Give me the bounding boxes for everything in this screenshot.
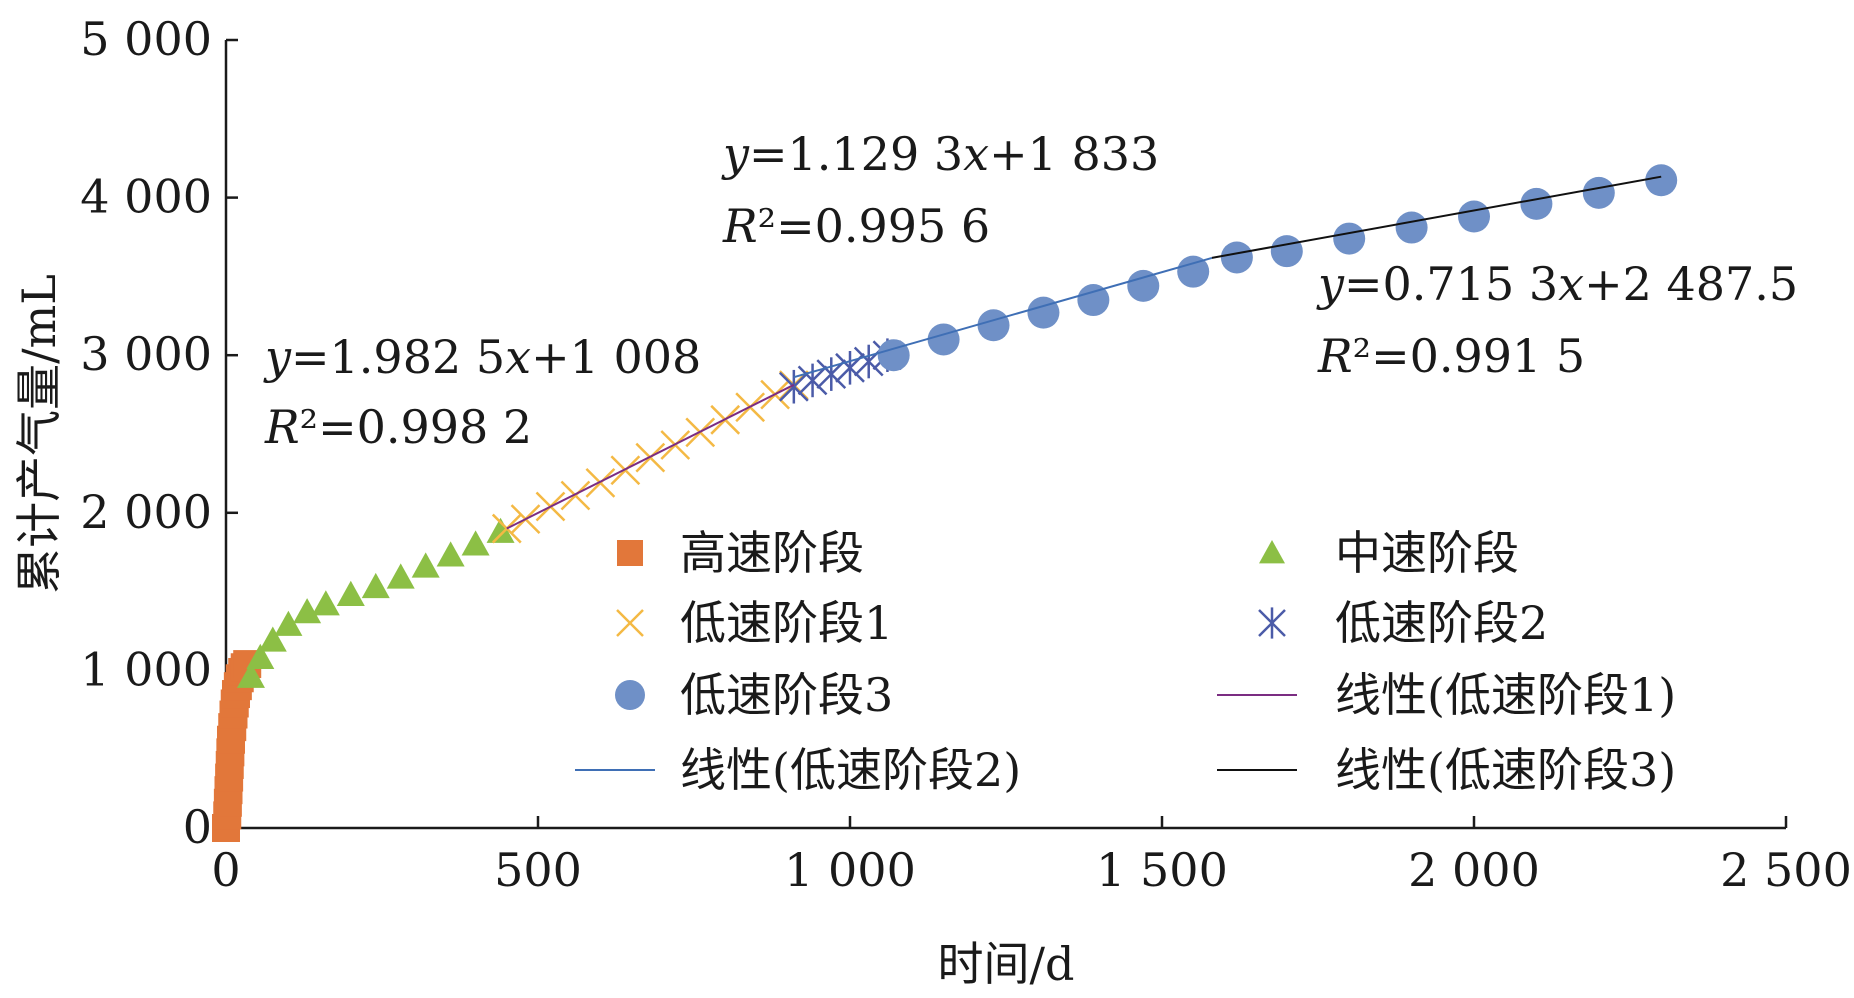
- data-point: [1458, 200, 1490, 233]
- data-point: [236, 662, 265, 688]
- legend-label: 中速阶段: [1335, 526, 1519, 580]
- data-point: [1127, 269, 1160, 302]
- trendline-1: [506, 383, 795, 530]
- legend-label: 低速阶段1: [680, 596, 893, 650]
- axes: 0 500 1 000 1 500 2 000 2 500 0 1 000 2 000 3 00…: [12, 12, 1852, 991]
- data-point: [1077, 284, 1110, 317]
- legend-item: 低速阶段3: [615, 668, 893, 722]
- data-point: [927, 323, 960, 356]
- legend-label: 高速阶段: [680, 526, 864, 580]
- x-tick-label: 1 000: [784, 843, 916, 897]
- data-point: [386, 563, 415, 589]
- data-point: [977, 309, 1010, 342]
- marker-stroke: [616, 609, 644, 637]
- data-point: [491, 513, 522, 544]
- data-point: [1395, 211, 1428, 244]
- y-tick-label: 4 000: [80, 170, 212, 224]
- series-layer: [212, 164, 1678, 842]
- x-tick-label: 0: [211, 843, 240, 897]
- data-point: [797, 363, 828, 398]
- x-tick-label: 1 500: [1096, 843, 1228, 897]
- legend-symbol: [615, 680, 645, 710]
- data-point: [1177, 255, 1210, 288]
- data-point: [1270, 235, 1303, 268]
- data-point: [258, 626, 287, 652]
- marker-stroke: [491, 513, 522, 544]
- trendline-r2-2: R²=0.995 6: [722, 199, 990, 253]
- y-axis-ticks: 0 1 000 2 000 3 000 4 000 5 000: [80, 12, 238, 854]
- data-point: [877, 339, 910, 372]
- data-point: [436, 541, 465, 567]
- x-tick-label: 2 000: [1408, 843, 1540, 897]
- data-point: [311, 590, 340, 616]
- legend-label: 低速阶段2: [1335, 596, 1548, 650]
- data-point: [778, 369, 809, 404]
- y-tick-label: 5 000: [80, 12, 212, 66]
- series-2: [236, 517, 515, 688]
- trendline-equation-3: y=0.715 3x+2 487.5: [1316, 257, 1798, 311]
- equation-annotations: y=1.982 5x+1 008 R²=0.998 2 y=1.129 3x+1 8…: [263, 127, 1798, 454]
- y-tick-label: 1 000: [80, 642, 212, 696]
- data-point: [411, 552, 440, 578]
- y-tick-label: 3 000: [80, 327, 212, 381]
- y-tick-label: 0: [183, 800, 212, 854]
- data-point: [361, 572, 390, 599]
- legend-symbol: [617, 540, 643, 566]
- legend-symbol: [1259, 540, 1285, 564]
- data-point: [461, 530, 490, 556]
- x-tick-label: 500: [494, 843, 582, 897]
- legend-symbol: [616, 609, 644, 637]
- marker-stroke: [585, 467, 616, 498]
- legend-item: 线性(低速阶段2): [575, 743, 1021, 797]
- data-point: [835, 351, 865, 385]
- data-point: [336, 580, 365, 606]
- data-point: [1520, 187, 1553, 220]
- legend-item: 低速阶段1: [616, 596, 893, 650]
- data-point: [1333, 222, 1366, 255]
- legend-item: 线性(低速阶段1): [1217, 668, 1676, 722]
- data-point: [853, 344, 884, 379]
- data-point: [274, 610, 303, 636]
- data-point: [1220, 241, 1253, 274]
- data-point: [816, 357, 847, 391]
- x-axis-ticks: 0 500 1 000 1 500 2 000 2 500: [211, 816, 1852, 897]
- legend-symbol: [1258, 607, 1286, 639]
- legend-item: 中速阶段: [1259, 526, 1519, 580]
- data-point: [293, 598, 322, 624]
- data-point: [486, 517, 515, 543]
- data-point: [1582, 176, 1615, 209]
- data-point: [1027, 296, 1060, 329]
- series-5: [877, 164, 1678, 372]
- x-axis-label: 时间/d: [938, 937, 1075, 991]
- legend-label: 低速阶段3: [680, 668, 893, 722]
- legend-label: 线性(低速阶段3): [1335, 743, 1676, 797]
- legend-label: 线性(低速阶段2): [680, 743, 1021, 797]
- marker-stroke: [560, 480, 591, 511]
- legend-item: 线性(低速阶段3): [1217, 743, 1676, 797]
- y-tick-label: 2 000: [80, 485, 212, 539]
- trendline-r2-3: R²=0.991 5: [1317, 329, 1585, 383]
- legend-item: 低速阶段2: [1258, 596, 1548, 650]
- trendline-equation-1: y=1.982 5x+1 008: [263, 330, 701, 384]
- trendline-layer: [506, 175, 1662, 530]
- legend-label: 线性(低速阶段1): [1335, 668, 1676, 722]
- data-point: [585, 467, 616, 498]
- x-tick-label: 2 500: [1720, 843, 1852, 897]
- data-point: [1645, 164, 1678, 197]
- y-axis-label: 累计产气量/mL: [12, 274, 66, 594]
- trendline-2: [793, 256, 1213, 379]
- trendline-r2-1: R²=0.998 2: [264, 400, 532, 454]
- legend-item: 高速阶段: [617, 526, 864, 580]
- trendline-equation-2: y=1.129 3x+1 833: [721, 127, 1159, 181]
- data-point: [560, 480, 591, 511]
- trendline-3: [1211, 175, 1662, 259]
- data-point: [246, 643, 275, 669]
